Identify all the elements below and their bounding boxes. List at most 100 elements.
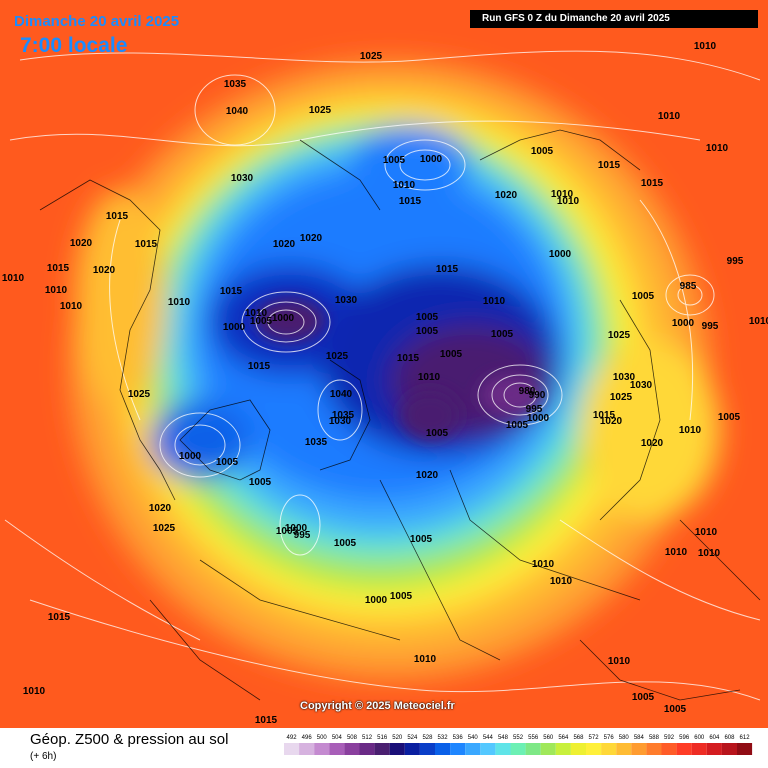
isobar-label: 1010 [23, 686, 46, 697]
scale-value: 528 [422, 735, 433, 741]
isobar-label: 1000 [365, 595, 388, 606]
scale-value: 540 [468, 735, 479, 741]
scale-value: 596 [679, 735, 690, 741]
isobar-label: 1020 [93, 265, 116, 276]
isobar-label: 1030 [613, 372, 636, 383]
scale-swatch [540, 743, 556, 755]
scale-value: 536 [453, 735, 464, 741]
isobar-label: 1010 [45, 285, 68, 296]
isobar-label: 1010 [2, 273, 25, 284]
isobar-label: 1015 [255, 715, 278, 726]
scale-value: 560 [543, 735, 554, 741]
isobar-label: 1005 [249, 477, 272, 488]
isobar-label: 1010 [245, 308, 268, 319]
scale-value: 508 [347, 735, 358, 741]
isobar-label: 1015 [220, 286, 243, 297]
isobar-label: 1020 [416, 470, 439, 481]
forecast-date: Dimanche 20 avril 2025 [14, 13, 180, 30]
isobar-label: 1005 [410, 534, 433, 545]
isobar-label: 995 [526, 404, 543, 415]
isobar-label: 1010 [168, 297, 191, 308]
isobar-label: 990 [529, 390, 546, 401]
isobar-label: 1010 [608, 656, 631, 667]
scale-swatch [737, 743, 753, 755]
isobar-label: 1015 [436, 264, 459, 275]
scale-swatch [374, 743, 390, 755]
isobar-label: 1005 [531, 146, 554, 157]
scale-value: 512 [362, 735, 373, 741]
isobar-label: 995 [727, 256, 744, 267]
isobar-label: 1005 [426, 428, 449, 439]
scale-swatch [676, 743, 692, 755]
scale-swatch [359, 743, 375, 755]
isobar-label: 1035 [332, 410, 355, 421]
scale-swatch [435, 743, 451, 755]
scale-value: 524 [407, 735, 418, 741]
isobar-label: 1015 [598, 160, 621, 171]
scale-swatch [450, 743, 466, 755]
isobar-label: 1025 [326, 351, 349, 362]
scale-swatch [661, 743, 677, 755]
isobar-label: 980 [519, 386, 536, 397]
scale-value: 532 [438, 735, 449, 741]
isobar-label: 1030 [231, 173, 254, 184]
footer: Géop. Z500 & pression au sol (+ 6h) 492 4… [0, 728, 768, 768]
color-scale: 492 496 500 504 508 512 516 520 524 528 532 536 540 5… [284, 735, 753, 755]
isobar-label: 1005 [491, 329, 514, 340]
isobar-label: 1015 [47, 263, 70, 274]
scale-value: 600 [694, 735, 705, 741]
isobar-label: 1005 [718, 412, 741, 423]
isobar-label: 1005 [440, 349, 463, 360]
isobar-label: 1005 [250, 316, 273, 327]
isobar-label: 1010 [414, 654, 437, 665]
isobar-label: 1010 [658, 111, 681, 122]
isobar-label: 1035 [305, 437, 328, 448]
isobar-label: 1005 [216, 457, 239, 468]
scale-value: 500 [317, 735, 328, 741]
isobar-label: 1005 [664, 704, 687, 715]
scale-swatch [404, 743, 420, 755]
scale-swatch [495, 743, 511, 755]
isobar-label: 1010 [698, 548, 721, 559]
isobar-label: 1020 [495, 190, 518, 201]
isobar-label: 1005 [390, 591, 413, 602]
isobar-label: 1005 [632, 291, 655, 302]
scale-swatch [510, 743, 526, 755]
scale-value: 548 [498, 735, 509, 741]
scale-value: 544 [483, 735, 494, 741]
isobar-label: 1025 [128, 389, 151, 400]
scale-value: 612 [740, 735, 751, 741]
isobar-label: 1015 [106, 211, 129, 222]
scale-value: 572 [589, 735, 600, 741]
scale-swatch [389, 743, 405, 755]
isobar-label: 1025 [610, 392, 633, 403]
scale-swatch [555, 743, 571, 755]
isobar-label: 1035 [224, 79, 247, 90]
isobar-label: 1020 [70, 238, 93, 249]
forecast-time: 7:00 locale [20, 34, 128, 57]
scale-swatch [721, 743, 737, 755]
isobar-label: 1020 [149, 503, 172, 514]
isobar-label: 1005 [416, 312, 439, 323]
scale-swatch [465, 743, 481, 755]
isobar-label: 1010 [483, 296, 506, 307]
footer-subtitle: (+ 6h) [30, 751, 57, 762]
isobar-label: 1005 [416, 326, 439, 337]
isobar-label: 1010 [551, 189, 574, 200]
isobar-label: 1015 [397, 353, 420, 364]
scale-swatch [525, 743, 541, 755]
isobar-label: 1000 [672, 318, 695, 329]
isobar-label: 1000 [179, 451, 202, 462]
isobar-label: 1005 [383, 155, 406, 166]
scale-value: 496 [302, 735, 313, 741]
isobar-label: 1005 [632, 692, 655, 703]
run-info: Run GFS 0 Z du Dimanche 20 avril 2025 [470, 10, 758, 28]
isobar-label: 1015 [593, 410, 616, 421]
scale-value: 580 [619, 735, 630, 741]
scale-swatch [601, 743, 617, 755]
isobar-label: 1010 [60, 301, 83, 312]
scale-swatch [691, 743, 707, 755]
scale-swatch [616, 743, 632, 755]
scale-value: 568 [573, 735, 584, 741]
